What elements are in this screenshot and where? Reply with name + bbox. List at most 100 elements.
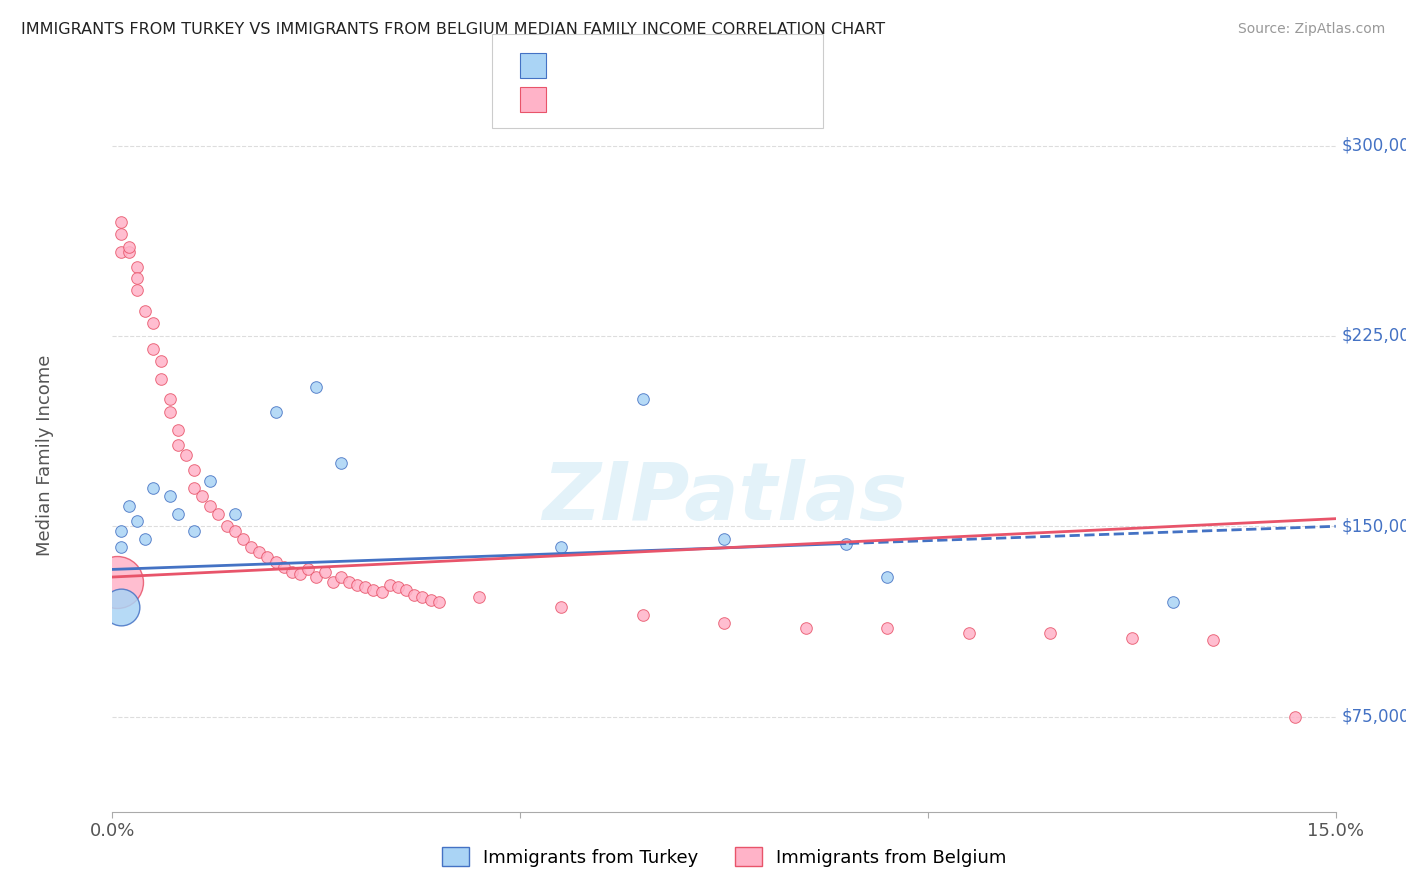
Point: [1039, 625, 1062, 640]
Point: [200, 499, 222, 513]
Point: [142, 342, 165, 356]
Point: [240, 540, 263, 554]
Point: [191, 489, 214, 503]
Legend: Immigrants from Turkey, Immigrants from Belgium: Immigrants from Turkey, Immigrants from …: [434, 840, 1014, 874]
Point: [876, 570, 898, 584]
Point: [134, 303, 156, 318]
Point: [378, 577, 401, 591]
Text: $300,000: $300,000: [1341, 136, 1406, 154]
Point: [166, 507, 188, 521]
Point: [550, 540, 572, 554]
Point: [297, 562, 319, 576]
Point: [329, 456, 352, 470]
Point: [876, 621, 898, 635]
Text: 0.037: 0.037: [592, 56, 640, 74]
Point: [411, 591, 433, 605]
Point: [1121, 631, 1143, 645]
Text: Median Family Income: Median Family Income: [37, 354, 55, 556]
Point: [159, 392, 181, 407]
Point: [395, 582, 418, 597]
Point: [468, 591, 491, 605]
Point: [174, 448, 197, 462]
Text: 61: 61: [697, 90, 718, 108]
Text: $150,000: $150,000: [1341, 517, 1406, 535]
Point: [105, 575, 128, 590]
Point: [314, 565, 336, 579]
Text: R =: R =: [557, 90, 593, 108]
Point: [110, 524, 132, 539]
Point: [125, 283, 148, 297]
Point: [387, 580, 409, 594]
Point: [118, 499, 141, 513]
Point: [713, 615, 735, 630]
Point: [370, 585, 392, 599]
Point: [404, 588, 426, 602]
Point: [835, 537, 858, 551]
Point: [957, 625, 980, 640]
Text: Source: ZipAtlas.com: Source: ZipAtlas.com: [1237, 22, 1385, 37]
Point: [183, 524, 205, 539]
Point: [1284, 709, 1306, 723]
Point: [550, 600, 572, 615]
Text: 20: 20: [697, 56, 718, 74]
Point: [125, 270, 148, 285]
Point: [288, 567, 311, 582]
Point: [264, 405, 287, 419]
Point: [110, 215, 132, 229]
Point: [273, 560, 295, 574]
Point: [150, 372, 173, 386]
Point: [247, 544, 270, 558]
Point: [142, 316, 165, 330]
Point: [110, 600, 132, 615]
Point: [200, 474, 222, 488]
Point: [232, 532, 254, 546]
Point: [224, 524, 246, 539]
Point: [337, 575, 360, 590]
Point: [134, 532, 156, 546]
Point: [215, 519, 238, 533]
Point: [207, 507, 229, 521]
Point: [1202, 633, 1225, 648]
Point: [305, 570, 328, 584]
Point: [110, 227, 132, 242]
Text: R =: R =: [557, 56, 593, 74]
Point: [631, 608, 654, 623]
Point: [631, 392, 654, 407]
Point: [419, 592, 441, 607]
Text: $225,000: $225,000: [1341, 327, 1406, 345]
Point: [256, 549, 278, 564]
Point: [794, 621, 817, 635]
Point: [427, 595, 450, 609]
Point: [166, 438, 188, 452]
Text: $75,000: $75,000: [1341, 707, 1406, 725]
Point: [183, 463, 205, 477]
Text: N =: N =: [662, 56, 699, 74]
Text: 0.053: 0.053: [592, 90, 640, 108]
Point: [183, 481, 205, 495]
Point: [142, 481, 165, 495]
Point: [264, 555, 287, 569]
Point: [125, 260, 148, 275]
Text: IMMIGRANTS FROM TURKEY VS IMMIGRANTS FROM BELGIUM MEDIAN FAMILY INCOME CORRELATI: IMMIGRANTS FROM TURKEY VS IMMIGRANTS FRO…: [21, 22, 886, 37]
Point: [110, 540, 132, 554]
Point: [1161, 595, 1184, 609]
Point: [305, 380, 328, 394]
Point: [363, 582, 385, 597]
Point: [281, 565, 304, 579]
Point: [159, 405, 181, 419]
Point: [329, 570, 352, 584]
Point: [118, 245, 141, 260]
Point: [713, 532, 735, 546]
Point: [110, 245, 132, 260]
Point: [118, 240, 141, 254]
Point: [166, 423, 188, 437]
Text: N =: N =: [662, 90, 699, 108]
Point: [322, 575, 344, 590]
Point: [354, 580, 377, 594]
Point: [346, 577, 368, 591]
Point: [224, 507, 246, 521]
Point: [125, 514, 148, 528]
Text: ZIPatlas: ZIPatlas: [541, 458, 907, 537]
Point: [159, 489, 181, 503]
Point: [150, 354, 173, 368]
